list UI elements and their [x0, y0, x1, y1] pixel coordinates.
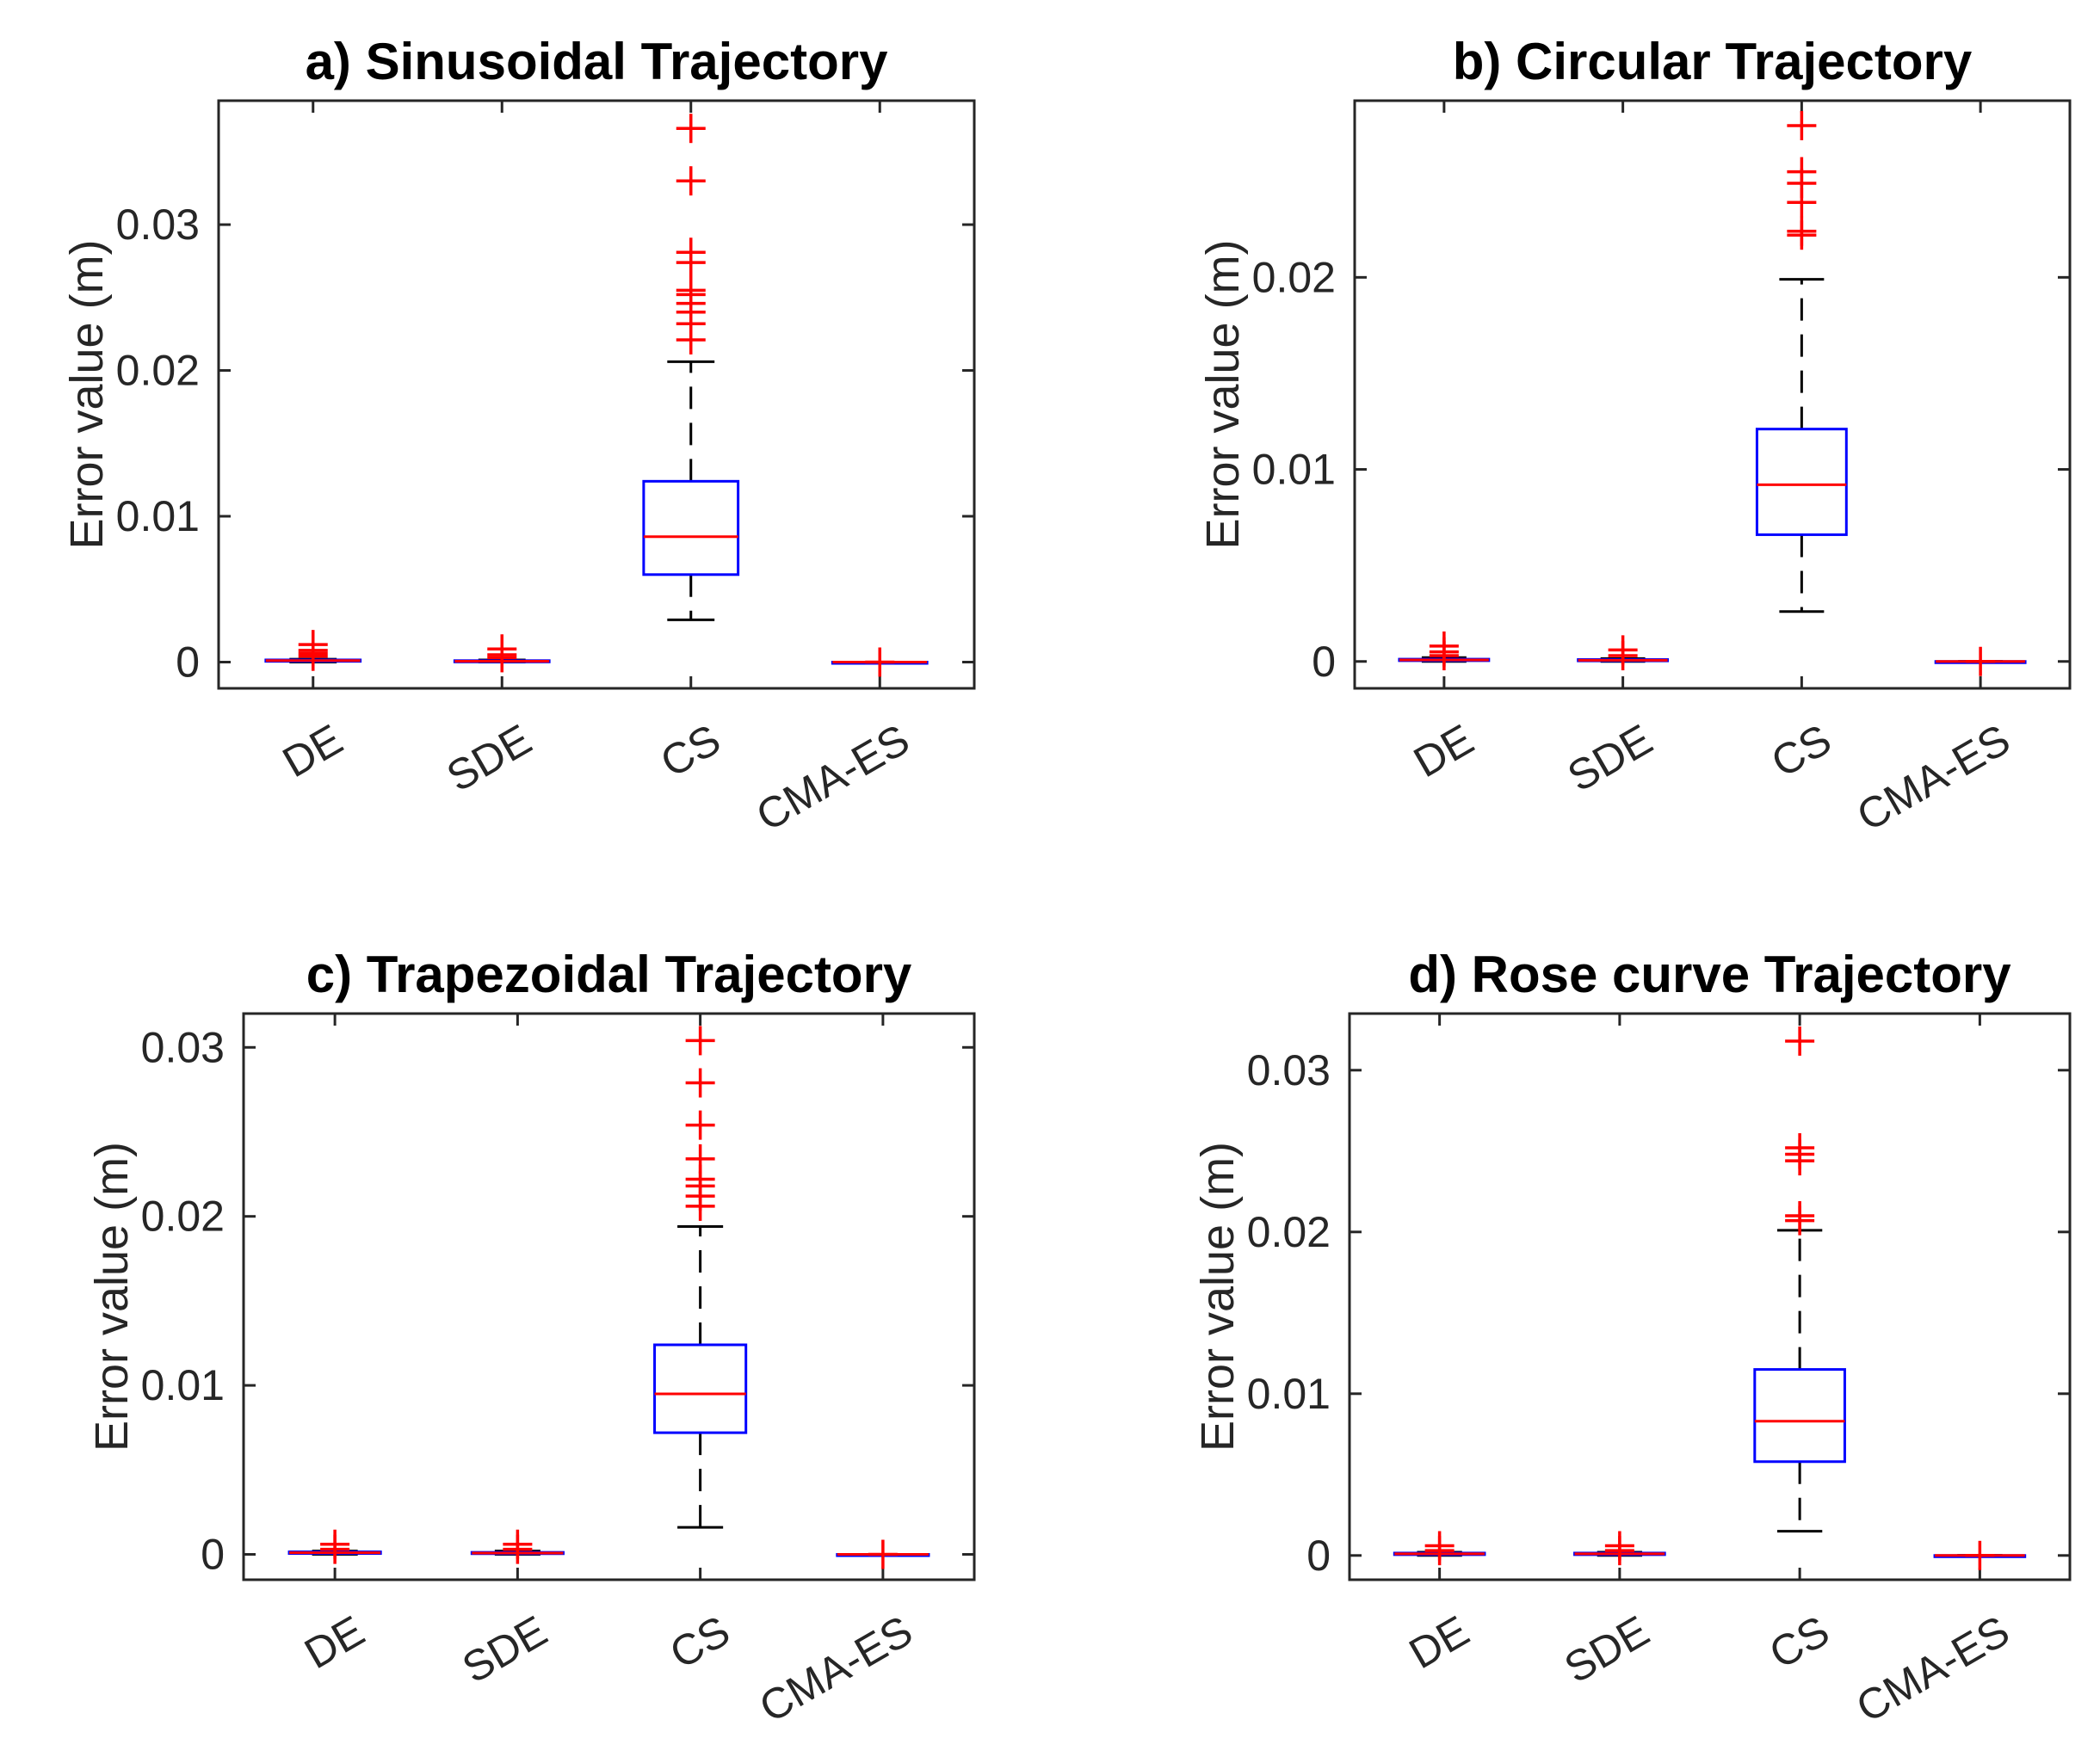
axes-frame — [217, 99, 976, 690]
y-tick-label: 0.03 — [1247, 1046, 1331, 1094]
x-tick-label: CS — [1761, 1606, 1837, 1678]
box-group — [1755, 111, 1848, 613]
y-tick-label: 0.02 — [1247, 1208, 1331, 1256]
outlier-marker — [1785, 1133, 1815, 1163]
y-axis-label: Error value (m) — [86, 1142, 138, 1452]
y-tick-label: 0.03 — [141, 1023, 225, 1071]
x-tick-label: DE — [275, 715, 350, 786]
iqr-box — [642, 479, 740, 576]
axes-frame — [1348, 1012, 2072, 1581]
x-tick-label: SDE — [1560, 715, 1660, 801]
outlier-marker — [868, 1539, 898, 1569]
outlier-marker — [320, 1529, 350, 1559]
outlier-marker — [685, 1110, 715, 1140]
y-tick-label: 0.01 — [1252, 446, 1336, 494]
outlier-marker — [487, 634, 517, 664]
chart-title: d) Rose curve Trajectory — [1408, 946, 2011, 1003]
x-tick-label: DE — [1405, 715, 1481, 786]
box-group — [642, 114, 740, 621]
box-group — [1393, 1531, 1486, 1566]
x-tick-label: CS — [662, 1606, 738, 1678]
box-group — [287, 1529, 382, 1564]
iqr-box — [653, 1343, 748, 1434]
outlier-marker — [1965, 1540, 1995, 1570]
x-tick-label: CMA-ES — [1849, 715, 2017, 841]
iqr-box — [1753, 1368, 1846, 1464]
box-group — [1753, 1026, 1846, 1533]
outlier-marker — [1787, 157, 1817, 187]
outlier-marker — [503, 1529, 533, 1559]
chart-panel: b) Circular Trajectory Error value (m) 0 0.… — [1197, 33, 2072, 841]
axes-frame — [1353, 99, 2072, 690]
x-tick-label: SDE — [439, 715, 540, 801]
x-tick-label: SDE — [1556, 1606, 1657, 1692]
box-group — [1398, 631, 1491, 671]
box-group — [453, 634, 551, 673]
x-tick-label: SDE — [454, 1606, 555, 1692]
outlier-marker — [676, 275, 706, 305]
outlier-marker — [685, 1068, 715, 1098]
x-tick-label: CMA-ES — [748, 715, 917, 841]
x-tick-label: CMA-ES — [751, 1606, 920, 1732]
outlier-marker — [676, 237, 706, 268]
x-tick-label: CMA-ES — [1848, 1606, 2017, 1732]
y-tick-label: 0.02 — [116, 347, 200, 395]
chart-title: c) Trapezoidal Trajectory — [306, 946, 912, 1003]
y-axis-label: Error value (m) — [1192, 1142, 1244, 1452]
chart-title: a) Sinusoidal Trajectory — [306, 33, 889, 90]
y-axis-label: Error value (m) — [1197, 239, 1249, 549]
outlier-marker — [298, 630, 328, 660]
box-group — [1934, 646, 2027, 676]
outlier-marker — [685, 1143, 715, 1174]
box-group — [1573, 1531, 1666, 1566]
x-tick-label: CS — [652, 715, 728, 786]
outlier-marker — [1785, 1026, 1815, 1056]
outlier-marker — [676, 166, 706, 196]
x-tick-label: DE — [1401, 1606, 1477, 1678]
y-tick-label: 0.01 — [1247, 1370, 1331, 1418]
outlier-marker — [1424, 1531, 1455, 1561]
box-group — [1933, 1540, 2027, 1570]
box-group — [653, 1026, 748, 1529]
outlier-marker — [1787, 216, 1817, 246]
box-group — [470, 1529, 565, 1564]
outlier-marker — [865, 647, 895, 677]
y-tick-label: 0.03 — [116, 200, 200, 249]
chart-title: b) Circular Trajectory — [1453, 33, 1973, 90]
y-tick-label: 0 — [1306, 1532, 1331, 1580]
box-group — [836, 1539, 930, 1569]
y-tick-label: 0.01 — [116, 492, 200, 540]
outlier-marker — [685, 1026, 715, 1056]
y-axis-label: Error value (m) — [61, 239, 113, 549]
y-tick-label: 0.02 — [141, 1193, 225, 1241]
outlier-marker — [1966, 646, 1996, 676]
chart-panel: c) Trapezoidal Trajectory Error value (m)… — [86, 946, 976, 1732]
y-tick-label: 0.01 — [141, 1361, 225, 1409]
x-tick-label: DE — [296, 1606, 372, 1678]
y-tick-label: 0 — [201, 1531, 225, 1579]
x-tick-label: CS — [1763, 715, 1839, 786]
box-group — [264, 630, 362, 671]
outlier-marker — [1608, 635, 1638, 665]
y-tick-label: 0 — [176, 638, 200, 686]
outlier-marker — [1604, 1531, 1634, 1561]
box-group — [831, 647, 929, 677]
axes-frame — [242, 1012, 976, 1581]
outlier-marker — [1785, 1201, 1815, 1230]
outlier-marker — [1429, 631, 1459, 661]
outlier-marker — [676, 114, 706, 144]
iqr-box — [1755, 428, 1848, 536]
y-tick-label: 0.02 — [1252, 253, 1336, 301]
box-group — [1577, 635, 1670, 671]
outlier-marker — [1787, 111, 1817, 141]
y-tick-label: 0 — [1312, 638, 1336, 686]
